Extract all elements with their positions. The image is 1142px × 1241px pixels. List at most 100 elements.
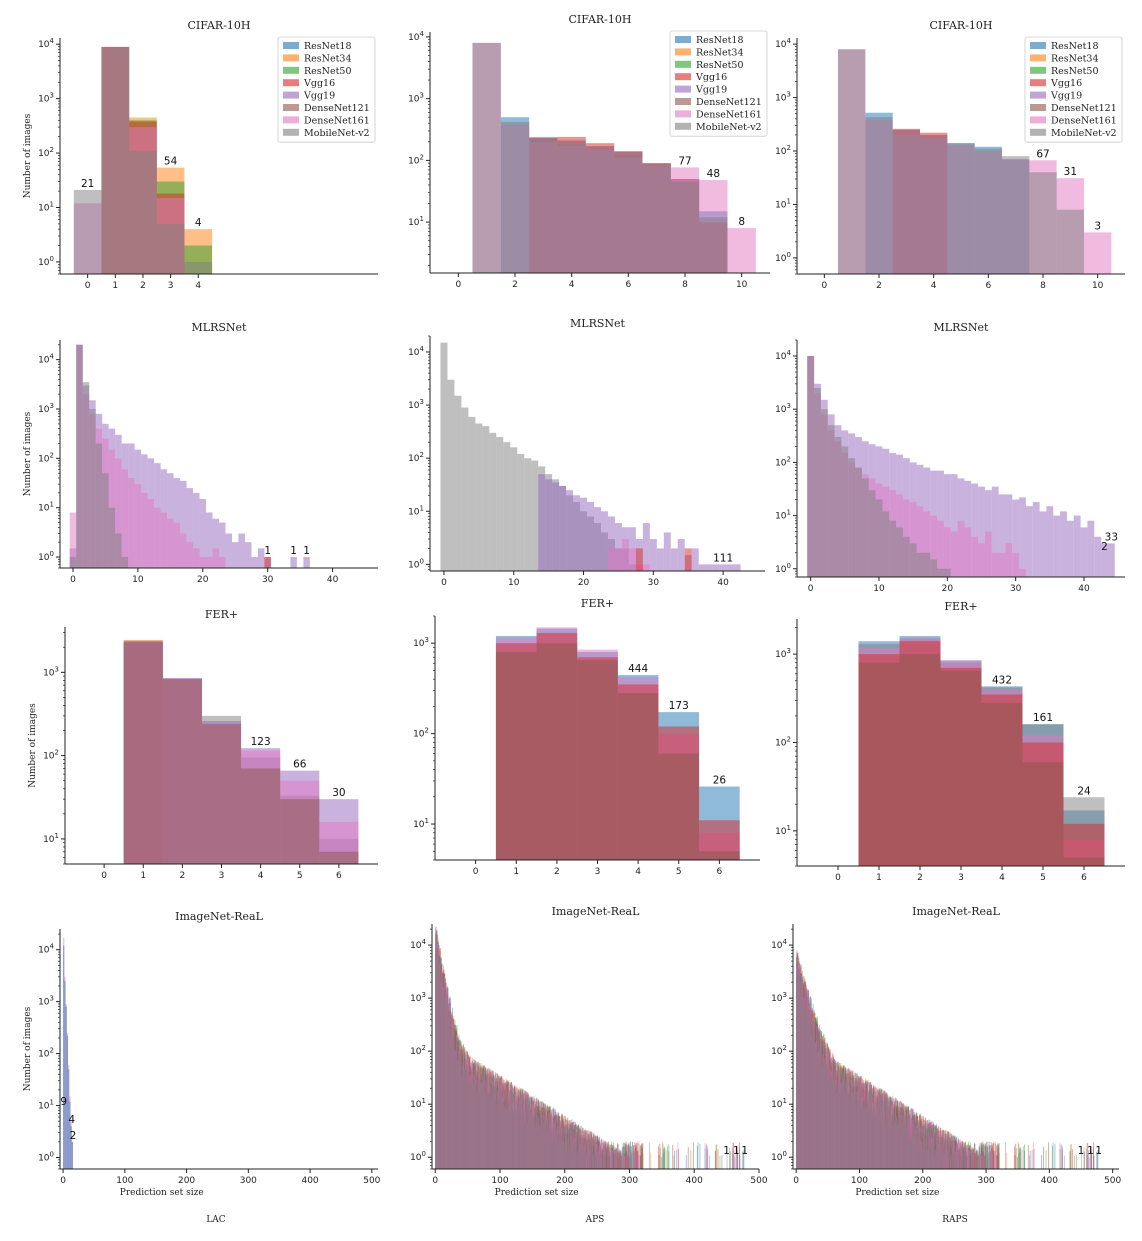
bar	[698, 564, 706, 571]
bar	[508, 1082, 510, 1169]
bar	[451, 1022, 453, 1169]
bar	[474, 1076, 476, 1169]
bar	[582, 1137, 584, 1169]
bar	[557, 1112, 559, 1169]
bar	[534, 1122, 536, 1169]
bar	[949, 1136, 951, 1169]
bar	[568, 1120, 570, 1169]
bar	[186, 542, 194, 568]
bar	[841, 1070, 843, 1169]
bar	[699, 851, 740, 860]
bar	[963, 1147, 965, 1169]
bar	[893, 1103, 895, 1169]
bar	[619, 1153, 621, 1169]
bar	[472, 1064, 474, 1169]
bar	[880, 1093, 882, 1169]
bar	[500, 121, 530, 273]
bar	[529, 1100, 531, 1169]
bar	[477, 1095, 479, 1169]
bar	[516, 1113, 518, 1169]
bar	[496, 1104, 498, 1169]
bar	[538, 1102, 540, 1169]
bar	[523, 1093, 525, 1169]
bar	[872, 1094, 874, 1169]
bar	[834, 1076, 836, 1169]
bar	[589, 1131, 591, 1169]
bar	[829, 1075, 831, 1169]
bar	[560, 1121, 562, 1169]
bar	[496, 1081, 498, 1169]
bar	[518, 1102, 520, 1169]
bar	[872, 1085, 874, 1169]
bar	[628, 1155, 630, 1169]
y-tick-label: 102	[38, 451, 54, 464]
bar	[1017, 1156, 1018, 1169]
bar	[521, 1094, 523, 1169]
bar	[583, 1131, 585, 1169]
bar	[514, 1097, 516, 1169]
bar	[444, 993, 446, 1169]
bar	[918, 1146, 920, 1169]
bar	[943, 527, 951, 577]
bar	[804, 978, 806, 1169]
bar	[141, 492, 148, 568]
bar	[891, 1120, 893, 1169]
bar	[960, 1145, 962, 1169]
bar	[539, 1117, 541, 1169]
bar	[856, 1086, 858, 1169]
bar	[967, 1147, 969, 1169]
bar	[507, 1103, 509, 1169]
bar	[805, 999, 807, 1169]
bar	[923, 1126, 925, 1169]
bar	[896, 1105, 898, 1169]
bar	[822, 1043, 824, 1169]
bar	[483, 1080, 485, 1169]
bar	[908, 1108, 910, 1169]
y-tick-label: 102	[413, 727, 429, 740]
bar	[866, 1082, 868, 1169]
bar	[812, 1018, 814, 1169]
bar	[976, 1149, 978, 1169]
bar	[493, 1075, 495, 1169]
bar	[635, 1153, 637, 1169]
bar	[623, 1153, 624, 1169]
bar	[505, 1082, 507, 1169]
bar	[909, 1138, 911, 1169]
legend-label: DenseNet121	[304, 103, 370, 114]
bar	[544, 1114, 545, 1169]
bar	[889, 1097, 891, 1169]
bar	[477, 1061, 479, 1169]
bar	[875, 499, 883, 577]
bar	[863, 1083, 865, 1169]
bar	[499, 1096, 501, 1169]
bar	[454, 1050, 456, 1169]
bar	[633, 1145, 635, 1169]
bar	[505, 1080, 507, 1169]
bar	[569, 1136, 571, 1169]
bar	[439, 948, 441, 1169]
bar	[507, 1099, 509, 1169]
bar	[858, 1077, 860, 1169]
bar	[464, 1069, 466, 1169]
bar	[609, 1154, 611, 1169]
bar	[929, 1122, 931, 1169]
bar	[76, 344, 83, 568]
bar	[454, 1037, 455, 1169]
bar	[916, 1137, 918, 1169]
bar	[108, 507, 116, 568]
bar	[601, 1155, 603, 1169]
bar	[588, 1154, 589, 1169]
bar	[515, 1086, 517, 1169]
bar	[69, 557, 77, 568]
legend-swatch	[1030, 128, 1046, 136]
bar	[859, 1079, 861, 1169]
bar	[817, 1027, 819, 1169]
bar	[468, 1063, 470, 1169]
bar	[732, 1143, 734, 1169]
bar	[896, 1099, 898, 1169]
bar	[836, 1086, 837, 1169]
bar	[455, 1058, 457, 1169]
bar	[601, 1148, 603, 1169]
bar	[588, 1133, 590, 1169]
bar	[467, 1073, 469, 1169]
